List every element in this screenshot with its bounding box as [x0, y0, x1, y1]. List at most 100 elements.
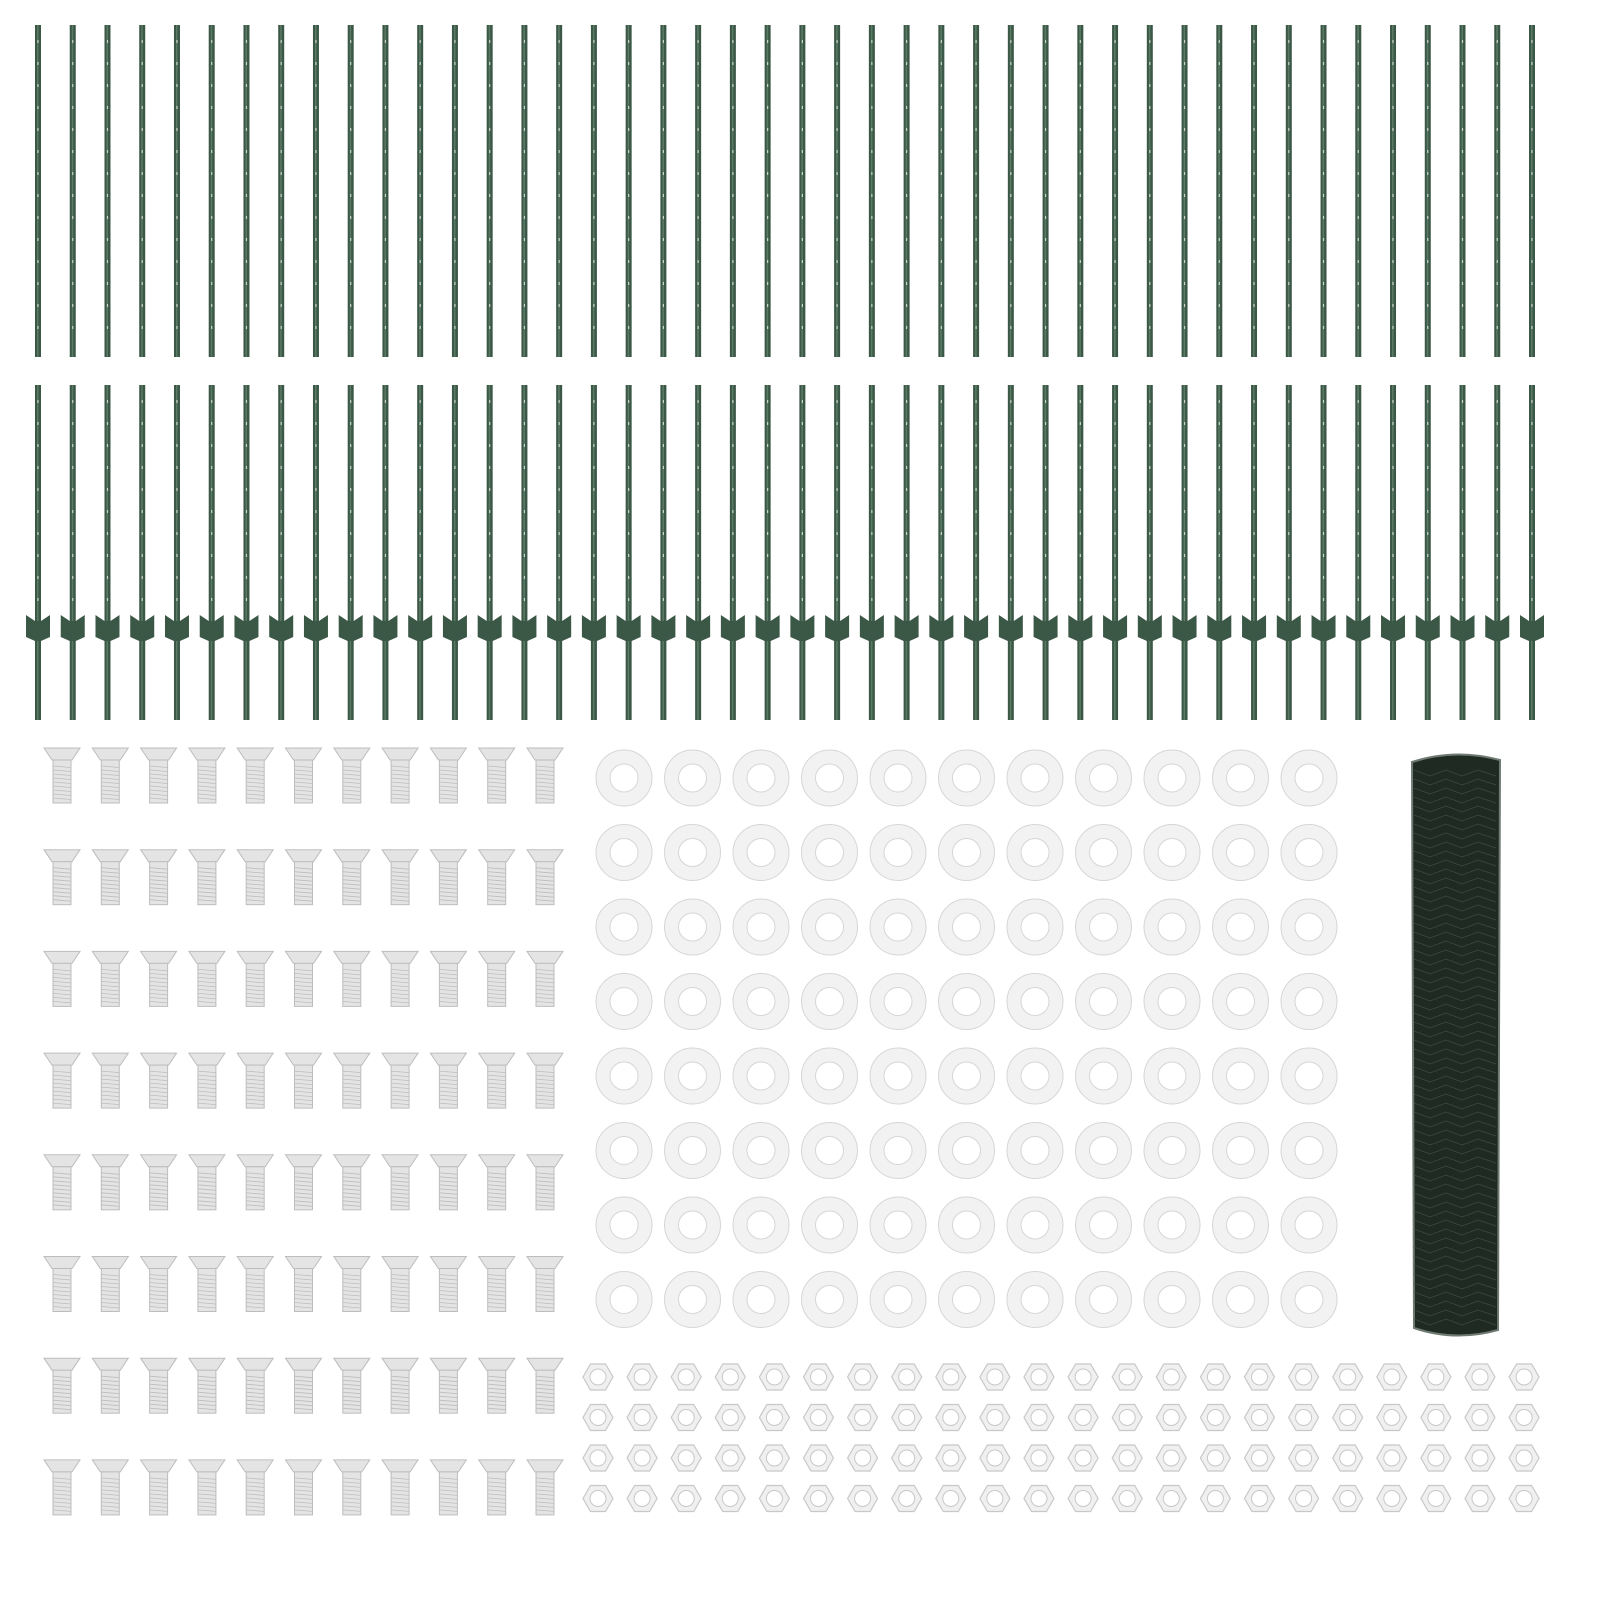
t-post	[486, 25, 493, 357]
t-post-with-anchor	[1068, 385, 1093, 720]
bolt	[91, 1459, 130, 1516]
bolt	[526, 1154, 564, 1211]
washer	[869, 1047, 927, 1105]
hex-nut	[758, 1363, 791, 1391]
t-post	[173, 25, 180, 357]
bolt	[332, 747, 371, 804]
hex-nut	[846, 1403, 879, 1432]
hex-nut	[1332, 1484, 1364, 1513]
washer	[1212, 1196, 1269, 1254]
hex-nut	[1023, 1403, 1055, 1432]
hex-nut	[979, 1444, 1011, 1472]
washer	[1006, 824, 1064, 881]
t-post	[104, 25, 111, 357]
washer	[1143, 898, 1201, 956]
t-post-with-anchor	[547, 385, 572, 720]
t-post-with-anchor	[1520, 385, 1544, 720]
t-post	[799, 25, 806, 357]
t-post	[1320, 25, 1327, 357]
anchor-plate	[303, 615, 328, 641]
bolt	[43, 950, 81, 1007]
anchor-plate	[1172, 615, 1197, 641]
bolt	[526, 849, 564, 906]
washer	[1212, 1122, 1269, 1179]
washer	[664, 824, 721, 881]
hex-nut	[1067, 1484, 1099, 1513]
anchor-plate	[477, 615, 502, 641]
bolt	[139, 1459, 178, 1516]
t-post-with-anchor	[998, 385, 1023, 720]
t-post-with-anchor	[373, 385, 398, 720]
anchor-plate	[1520, 615, 1544, 641]
washer	[1280, 1122, 1338, 1179]
hex-nut	[1332, 1444, 1364, 1472]
washer	[938, 1122, 995, 1179]
hex-nut	[626, 1444, 658, 1472]
washer	[732, 1196, 790, 1254]
hex-nut	[714, 1484, 746, 1513]
bolt	[477, 1357, 516, 1414]
washer	[1143, 1196, 1201, 1254]
washer	[1212, 973, 1269, 1030]
hex-nut	[758, 1484, 791, 1513]
washer	[1280, 824, 1338, 881]
bolt	[139, 747, 178, 804]
bolt	[284, 1052, 323, 1109]
anchor-plate	[755, 615, 780, 641]
anchor-plate	[651, 615, 676, 641]
hex-nut	[1376, 1484, 1408, 1513]
anchor-plate	[581, 615, 606, 641]
washer	[1143, 749, 1201, 807]
bolt	[236, 1357, 275, 1414]
hex-nut	[1243, 1403, 1276, 1432]
anchor-plate	[1103, 615, 1128, 641]
bolt	[187, 1154, 226, 1211]
bolt	[332, 849, 371, 906]
hex-nut	[1023, 1363, 1055, 1391]
t-post-with-anchor	[1103, 385, 1128, 720]
hex-nut	[670, 1363, 702, 1391]
t-post	[1251, 25, 1258, 357]
t-post	[1112, 25, 1119, 357]
hex-nut	[1111, 1444, 1143, 1472]
anchor-plate	[825, 615, 850, 641]
t-post-with-anchor	[1137, 385, 1162, 720]
t-post-with-anchor	[303, 385, 328, 720]
washer	[664, 1196, 721, 1254]
washer	[869, 973, 927, 1030]
bolt	[429, 1357, 468, 1414]
hex-nut	[1243, 1363, 1276, 1391]
anchor-plate	[164, 615, 189, 641]
anchor-plate	[686, 615, 711, 641]
washer	[1006, 749, 1064, 807]
t-post	[1459, 25, 1466, 357]
hex-nut	[1067, 1403, 1099, 1432]
bolt	[284, 1256, 323, 1312]
anchor-plate	[859, 615, 884, 641]
bolt	[526, 950, 564, 1007]
hex-nut	[626, 1403, 658, 1432]
washer	[1075, 824, 1132, 881]
hex-nut	[1155, 1444, 1187, 1472]
anchor-plate	[269, 615, 294, 641]
hex-nut	[1067, 1444, 1099, 1472]
anchor-plate	[442, 615, 467, 641]
t-post	[139, 25, 146, 357]
washer	[938, 824, 995, 881]
t-post	[660, 25, 667, 357]
hex-nut	[935, 1484, 967, 1513]
t-post-with-anchor	[1242, 385, 1267, 720]
bolt	[187, 1256, 226, 1312]
bolt	[477, 1256, 516, 1312]
washer	[1006, 973, 1064, 1030]
washer	[1212, 1047, 1269, 1105]
washer	[869, 824, 927, 881]
bolt	[284, 1357, 323, 1414]
washer	[1075, 1196, 1132, 1254]
hex-nut	[1155, 1363, 1187, 1391]
t-post	[451, 25, 458, 357]
t-post-with-anchor	[929, 385, 954, 720]
hex-nut	[1287, 1403, 1320, 1432]
bolt	[91, 1154, 130, 1211]
